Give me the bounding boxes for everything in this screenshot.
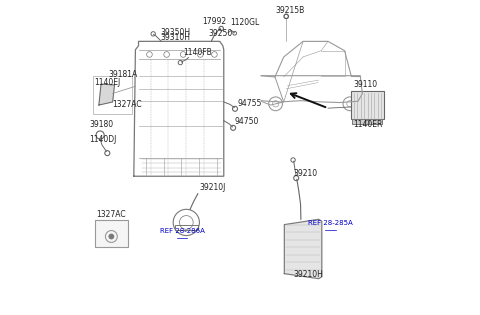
Text: 39110: 39110	[353, 80, 377, 89]
Text: 39350H: 39350H	[160, 28, 191, 37]
Text: 1120GL: 1120GL	[230, 18, 259, 27]
Bar	[351, 91, 384, 119]
Text: 1140ER: 1140ER	[353, 120, 383, 129]
Polygon shape	[99, 84, 115, 105]
Text: 1140DJ: 1140DJ	[89, 135, 117, 144]
Text: 17992: 17992	[203, 17, 227, 26]
Text: REF 28-285A: REF 28-285A	[308, 220, 353, 226]
Text: 39210: 39210	[294, 169, 318, 178]
Text: 39310H: 39310H	[160, 33, 191, 42]
Text: 39215B: 39215B	[275, 6, 304, 15]
Bar	[93, 76, 132, 114]
Text: 39210J: 39210J	[199, 183, 226, 192]
Text: 39181A: 39181A	[109, 70, 138, 79]
Text: 1327AC: 1327AC	[113, 100, 142, 109]
Text: 1140EJ: 1140EJ	[94, 78, 120, 87]
Text: 39250: 39250	[209, 29, 233, 38]
Bar	[95, 220, 128, 247]
Text: 94755: 94755	[238, 99, 262, 107]
Text: REF 28-286A: REF 28-286A	[160, 228, 204, 234]
Bar	[352, 119, 382, 124]
Text: 94750: 94750	[234, 117, 259, 126]
Polygon shape	[284, 219, 322, 279]
Text: 1140FB: 1140FB	[183, 48, 212, 57]
Text: 39210H: 39210H	[294, 270, 324, 279]
Circle shape	[109, 234, 114, 239]
Bar	[175, 225, 198, 230]
Text: 39180: 39180	[89, 120, 114, 129]
Text: 1327AC: 1327AC	[96, 210, 126, 219]
